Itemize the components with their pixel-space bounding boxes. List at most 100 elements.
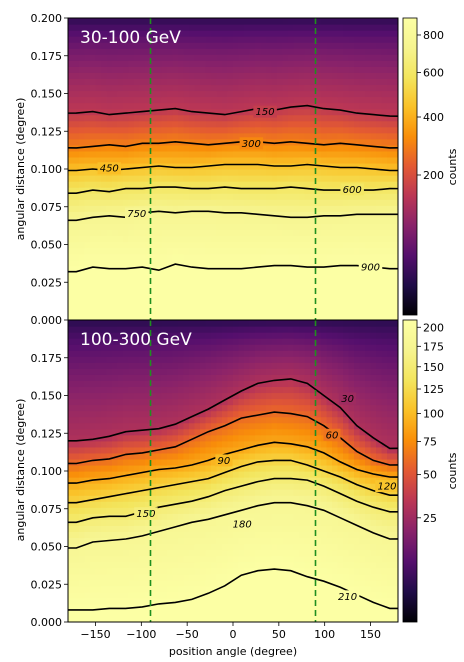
heatmap-cell bbox=[112, 392, 119, 400]
heatmap-cell bbox=[95, 350, 102, 357]
heatmap-cell bbox=[123, 30, 130, 37]
heatmap-cell bbox=[271, 543, 278, 551]
heatmap-cell bbox=[255, 338, 262, 345]
heatmap-cell bbox=[101, 464, 108, 472]
heatmap-cell bbox=[73, 241, 80, 249]
heatmap-cell bbox=[244, 579, 251, 587]
heatmap-cell bbox=[183, 156, 190, 164]
heatmap-cell bbox=[227, 422, 234, 430]
heatmap-cell bbox=[216, 169, 223, 176]
heatmap-cell bbox=[156, 78, 163, 86]
heatmap-cell bbox=[112, 404, 119, 412]
heatmap-cell bbox=[112, 380, 119, 388]
heatmap-cell bbox=[172, 531, 179, 539]
heatmap-cell bbox=[260, 495, 267, 502]
heatmap-cell bbox=[365, 108, 372, 116]
heatmap-cell bbox=[304, 277, 311, 285]
heatmap-cell bbox=[161, 519, 168, 526]
heatmap-cell bbox=[167, 567, 174, 575]
heatmap-cell bbox=[211, 126, 218, 134]
heatmap-cell bbox=[145, 241, 152, 249]
heatmap-cell bbox=[183, 120, 190, 128]
heatmap-cell bbox=[249, 603, 256, 611]
heatmap-cell bbox=[293, 175, 300, 182]
heatmap-cell bbox=[381, 126, 388, 134]
heatmap-cell bbox=[238, 48, 245, 55]
contour-label: 600 bbox=[343, 185, 362, 196]
heatmap-cell bbox=[167, 404, 174, 412]
heatmap-cell bbox=[277, 464, 284, 472]
heatmap-cell bbox=[156, 555, 163, 563]
heatmap-cell bbox=[161, 471, 168, 478]
heatmap-cell bbox=[112, 175, 119, 182]
heatmap-cell bbox=[73, 72, 80, 79]
heatmap-cell bbox=[238, 585, 245, 593]
heatmap-cell bbox=[238, 193, 245, 200]
heatmap-cell bbox=[277, 193, 284, 200]
heatmap-cell bbox=[244, 18, 251, 25]
heatmap-cell bbox=[128, 573, 135, 581]
heatmap-cell bbox=[90, 452, 97, 460]
heatmap-cell bbox=[271, 446, 278, 454]
heatmap-cell bbox=[315, 253, 322, 261]
heatmap-cell bbox=[84, 90, 91, 98]
heatmap-cell bbox=[139, 301, 146, 309]
heatmap-cell bbox=[112, 350, 119, 357]
heatmap-cell bbox=[117, 42, 124, 49]
heatmap-cell bbox=[73, 78, 80, 86]
heatmap-cell bbox=[117, 78, 124, 86]
heatmap-cell bbox=[376, 48, 383, 55]
heatmap-cell bbox=[233, 398, 240, 406]
contour-label: 150 bbox=[256, 107, 275, 118]
heatmap-cell bbox=[255, 428, 262, 436]
heatmap-cell bbox=[304, 54, 311, 61]
heatmap-cell bbox=[271, 271, 278, 279]
heatmap-cell bbox=[73, 428, 80, 436]
heatmap-cell bbox=[315, 30, 322, 37]
heatmap-cell bbox=[365, 18, 372, 25]
heatmap-cell bbox=[156, 567, 163, 575]
heatmap-cell bbox=[200, 386, 207, 394]
heatmap-cell bbox=[266, 307, 273, 315]
heatmap-cell bbox=[183, 247, 190, 255]
heatmap-cell bbox=[112, 495, 119, 502]
heatmap-cell bbox=[310, 277, 317, 285]
heatmap-cell bbox=[249, 446, 256, 454]
heatmap-cell bbox=[211, 549, 218, 557]
heatmap-cell bbox=[95, 60, 102, 67]
heatmap-cell bbox=[189, 495, 196, 502]
heatmap-cell bbox=[282, 108, 289, 116]
heatmap-cell bbox=[123, 561, 130, 569]
heatmap-cell bbox=[288, 313, 295, 320]
heatmap-cell bbox=[348, 265, 355, 273]
heatmap-cell bbox=[227, 217, 234, 224]
heatmap-cell bbox=[310, 90, 317, 98]
heatmap-cell bbox=[249, 120, 256, 128]
heatmap-cell bbox=[161, 543, 168, 551]
heatmap-cell bbox=[216, 54, 223, 61]
heatmap-cell bbox=[123, 320, 130, 327]
heatmap-cell bbox=[359, 84, 366, 92]
heatmap-cell bbox=[293, 120, 300, 128]
heatmap-cell bbox=[73, 392, 80, 400]
heatmap-cell bbox=[68, 36, 75, 43]
heatmap-cell bbox=[343, 247, 350, 255]
heatmap-cell bbox=[172, 277, 179, 285]
heatmap-cell bbox=[79, 525, 86, 532]
heatmap-cell bbox=[266, 392, 273, 400]
heatmap-cell bbox=[161, 573, 168, 581]
heatmap-cell bbox=[106, 374, 113, 381]
heatmap-cell bbox=[150, 205, 157, 212]
heatmap-cell bbox=[183, 410, 190, 418]
heatmap-cell bbox=[101, 42, 108, 49]
heatmap-cell bbox=[332, 307, 339, 315]
heatmap-cell bbox=[277, 48, 284, 55]
heatmap-cell bbox=[101, 132, 108, 140]
heatmap-cell bbox=[134, 199, 141, 206]
heatmap-cell bbox=[200, 295, 207, 303]
heatmap-cell bbox=[310, 30, 317, 37]
heatmap-cell bbox=[161, 144, 168, 152]
heatmap-cell bbox=[194, 392, 201, 400]
heatmap-cell bbox=[123, 66, 130, 73]
heatmap-cell bbox=[90, 483, 97, 490]
